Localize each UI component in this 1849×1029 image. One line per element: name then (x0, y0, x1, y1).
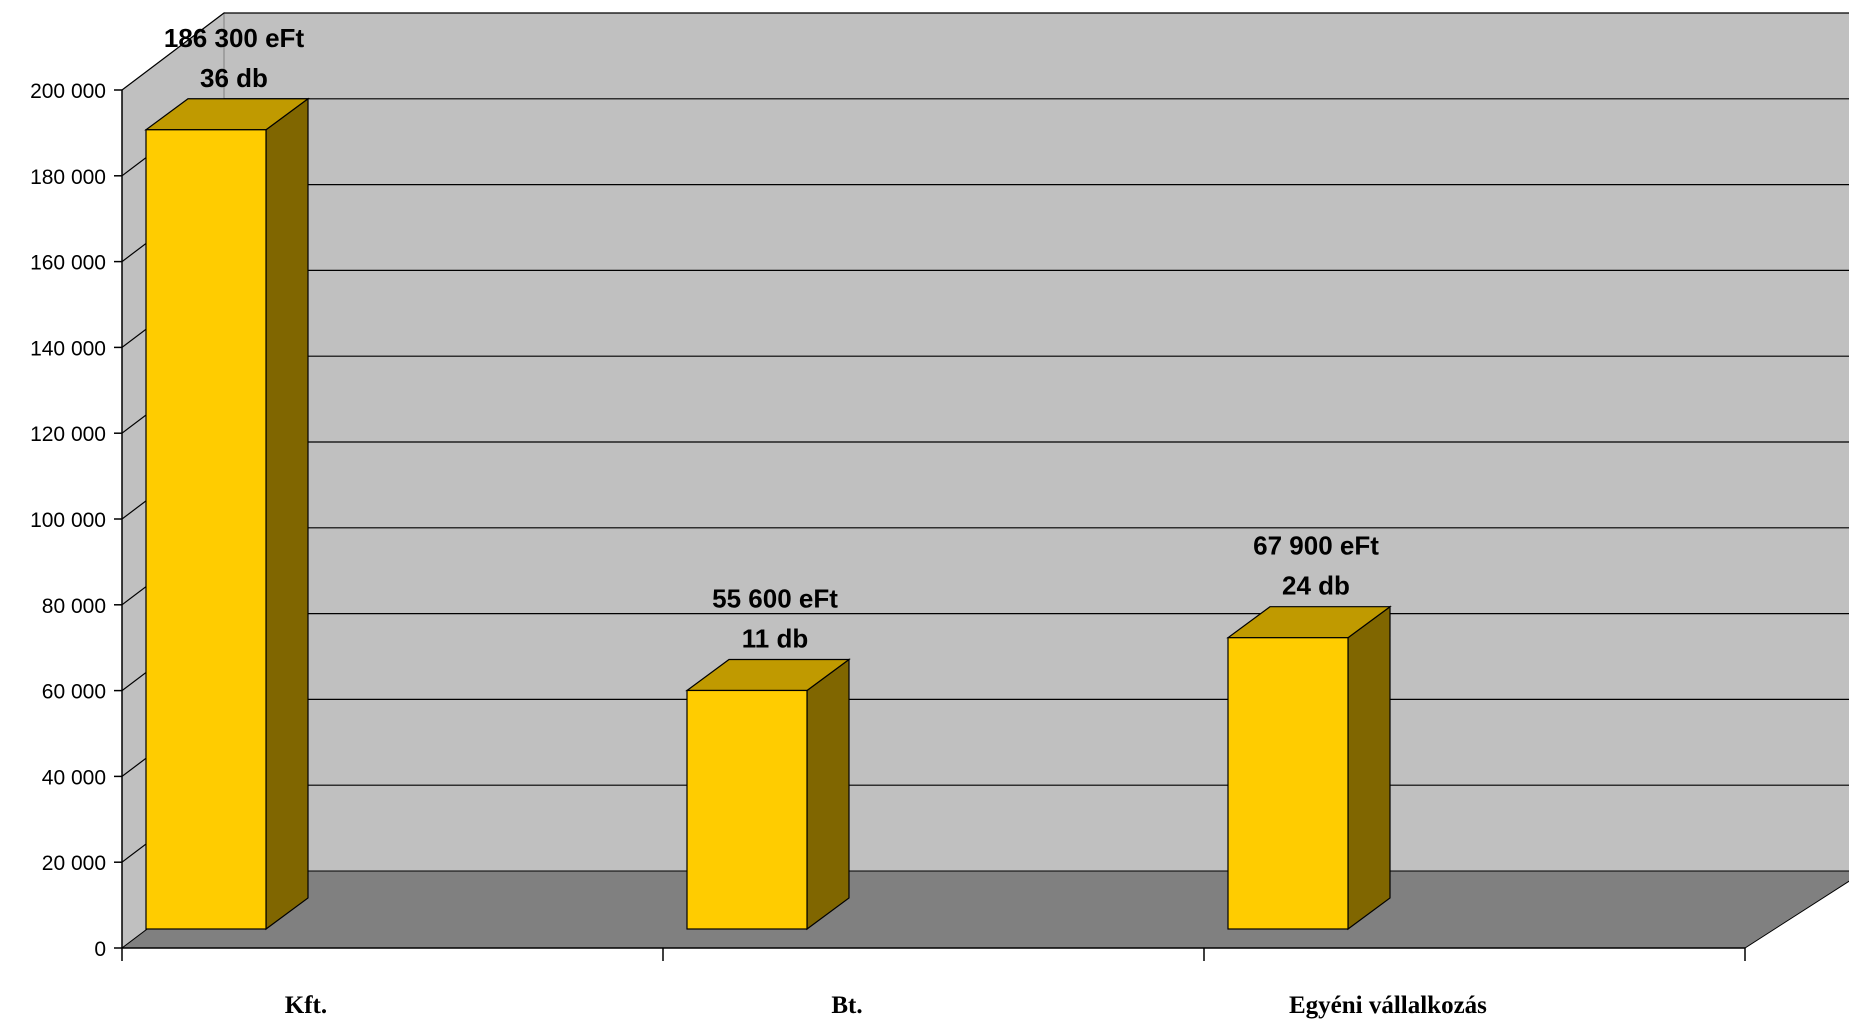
data-label: 24 db (1282, 571, 1350, 601)
y-tick-label: 20 000 (42, 852, 106, 875)
y-tick-label: 140 000 (30, 337, 106, 360)
y-tick-label: 120 000 (30, 423, 106, 446)
y-tick-label: 180 000 (30, 166, 106, 189)
floor (120, 870, 1849, 949)
bar-side (806, 658, 850, 931)
x-category-label: Bt. (831, 992, 862, 1019)
y-tick-label: 0 (94, 938, 106, 961)
bar-2 (1227, 637, 1349, 930)
labels: 0 20 000 40 000 60 000 80 000 100 000 120 000 1… (30, 23, 1487, 1019)
data-label: 11 db (742, 623, 808, 653)
x-category-label: Egyéni vállalkozás (1289, 992, 1487, 1019)
data-label: 36 db (200, 63, 268, 93)
y-tick-label: 60 000 (42, 681, 106, 704)
data-label: 67 900 eFt (1253, 531, 1379, 561)
bar-side (1347, 605, 1391, 931)
y-tick-label: 200 000 (30, 80, 106, 103)
bar-0 (145, 129, 267, 930)
data-label: 186 300 eFt (164, 23, 305, 53)
y-tick-label: 80 000 (42, 595, 106, 618)
bars (144, 97, 1392, 931)
y-tick-label: 160 000 (30, 252, 106, 275)
y-tick-label: 100 000 (30, 509, 106, 532)
chart-walls (120, 11, 1849, 950)
data-label: 55 600 eFt (712, 583, 838, 613)
x-category-label: Kft. (285, 992, 327, 1019)
gridline (121, 12, 1849, 91)
axes (114, 89, 1746, 961)
y-tick-label: 40 000 (42, 766, 106, 789)
bar-side (265, 97, 309, 931)
bar-1 (686, 689, 808, 930)
